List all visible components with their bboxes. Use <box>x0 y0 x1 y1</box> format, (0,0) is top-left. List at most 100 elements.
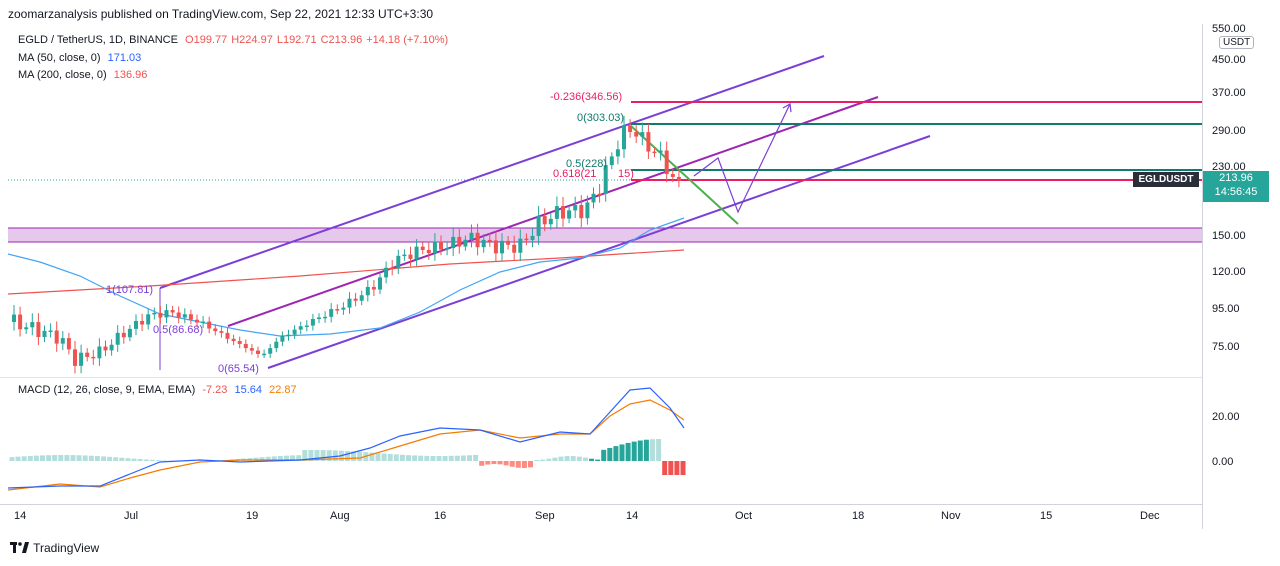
fib-label-0618-tail: 15) <box>618 168 634 180</box>
macd-histogram-bar <box>82 455 88 461</box>
price-tick: 75.00 <box>1212 341 1240 353</box>
candle-body <box>12 314 16 322</box>
candle-body <box>30 322 35 328</box>
candle-body <box>451 236 456 249</box>
macd-histogram-bar <box>143 459 149 461</box>
change-value: +14.18 (+7.10%) <box>366 34 449 46</box>
candle-body <box>463 239 468 247</box>
symbol-price-tag: EGLDUSDT <box>1133 172 1199 187</box>
macd-histogram-bar <box>552 457 558 461</box>
candle-body <box>262 353 267 356</box>
macd-histogram-bar <box>442 455 448 461</box>
tradingview-logo[interactable]: TradingView <box>10 541 99 555</box>
ma50-value: 171.03 <box>107 52 142 64</box>
macd-histogram-bar <box>680 461 686 475</box>
macd-histogram-bar <box>393 454 399 461</box>
macd-histogram-bar <box>302 450 308 461</box>
macd-histogram-bar <box>515 461 521 468</box>
candle-body <box>622 125 626 150</box>
candle-body <box>195 319 199 323</box>
macd-histogram-bar <box>101 456 106 461</box>
price-tick: 290.00 <box>1212 125 1246 137</box>
macd-histogram-bar <box>351 451 357 461</box>
macd-histogram-bar <box>52 455 58 461</box>
macd-histogram-bar <box>320 450 326 461</box>
macd-histogram-bar <box>155 460 161 461</box>
macd-histogram-bar <box>277 456 283 461</box>
macd-histogram-bar <box>607 447 613 461</box>
candle-body <box>469 232 474 240</box>
time-tick: 19 <box>246 510 259 522</box>
macd-histogram-bar <box>46 455 52 461</box>
macd-histogram-bar <box>656 439 662 461</box>
candle-body <box>146 314 151 325</box>
candle-body <box>317 317 321 320</box>
macd-histogram-bar <box>406 455 411 461</box>
candle-body <box>268 348 273 354</box>
pane-separator[interactable] <box>0 377 1202 378</box>
candle-body <box>512 244 517 253</box>
macd-histogram-bar <box>58 455 64 461</box>
candle-body <box>237 341 242 344</box>
candle-body <box>231 338 236 342</box>
bar-countdown: 14:56:45 <box>1214 186 1258 198</box>
macd-histogram-bar <box>369 452 375 461</box>
candle-body <box>225 332 230 339</box>
chart-canvas[interactable]: -0.236(346.56) 0(303.03) 0.5(228) 0.618(… <box>0 0 1202 504</box>
macd-histogram-bar <box>33 455 39 461</box>
fib-label-0: 0(303.03) <box>577 112 624 124</box>
symbol-legend[interactable]: EGLD / TetherUS, 1D, BINANCE O199.77 H224… <box>18 34 452 46</box>
fib-label-0618: 0.618(21 <box>553 168 596 180</box>
candle-body <box>365 286 370 296</box>
ma200-label: MA (200, close, 0) <box>18 69 107 81</box>
candle-body <box>54 330 59 344</box>
candle-body <box>182 314 187 318</box>
candle-body <box>158 312 163 318</box>
macd-histogram-bar <box>64 455 70 461</box>
currency-button[interactable]: USDT <box>1219 36 1255 49</box>
time-tick: Sep <box>535 510 555 522</box>
macd-tick: 0.00 <box>1212 456 1234 468</box>
candle-body <box>353 298 358 301</box>
candle-body <box>646 132 651 152</box>
candle-body <box>457 236 462 247</box>
current-price-label: 213.96 14:56:45 <box>1203 171 1269 202</box>
support-zone <box>8 228 1202 242</box>
candle-body <box>97 346 102 359</box>
candle-body <box>518 238 523 253</box>
time-tick: 14 <box>626 510 639 522</box>
candle-body <box>670 174 675 177</box>
candle-body <box>500 240 504 254</box>
candle-body <box>304 325 309 328</box>
candle-body <box>481 239 486 248</box>
candle-body <box>170 310 175 313</box>
macd-histogram-bar <box>418 455 424 461</box>
ma200-legend[interactable]: MA (200, close, 0) 136.96 <box>18 69 151 81</box>
candle-body <box>487 239 492 242</box>
macd-histogram-bar <box>503 461 509 466</box>
fib-label-1: 1(107.81) <box>106 284 153 296</box>
ma50-legend[interactable]: MA (50, close, 0) 171.03 <box>18 52 145 64</box>
candle-body <box>432 241 437 254</box>
macd-value: 15.64 <box>234 384 263 396</box>
macd-histogram-bar <box>576 456 582 461</box>
high-value: H224.97 <box>231 34 273 46</box>
candle-body <box>310 319 315 326</box>
macd-histogram-bar <box>564 456 570 461</box>
macd-histogram-bar <box>375 453 381 461</box>
candle-body <box>347 298 352 308</box>
candle-body <box>36 322 41 338</box>
symbol-name[interactable]: EGLD / TetherUS, 1D, BINANCE <box>18 34 178 46</box>
time-tick: 16 <box>434 510 447 522</box>
macd-histogram-bar <box>589 458 594 461</box>
candle-body <box>554 206 559 219</box>
candle-body <box>274 341 279 349</box>
ma200-line <box>7 249 685 295</box>
candle-body <box>371 286 376 290</box>
macd-legend[interactable]: MACD (12, 26, close, 9, EMA, EMA) -7.23 … <box>18 384 301 396</box>
macd-histogram-bar <box>668 461 674 475</box>
macd-histogram-bar <box>326 450 332 461</box>
candle-body <box>603 165 608 194</box>
candle-body <box>219 331 224 333</box>
candle-body <box>396 255 401 269</box>
